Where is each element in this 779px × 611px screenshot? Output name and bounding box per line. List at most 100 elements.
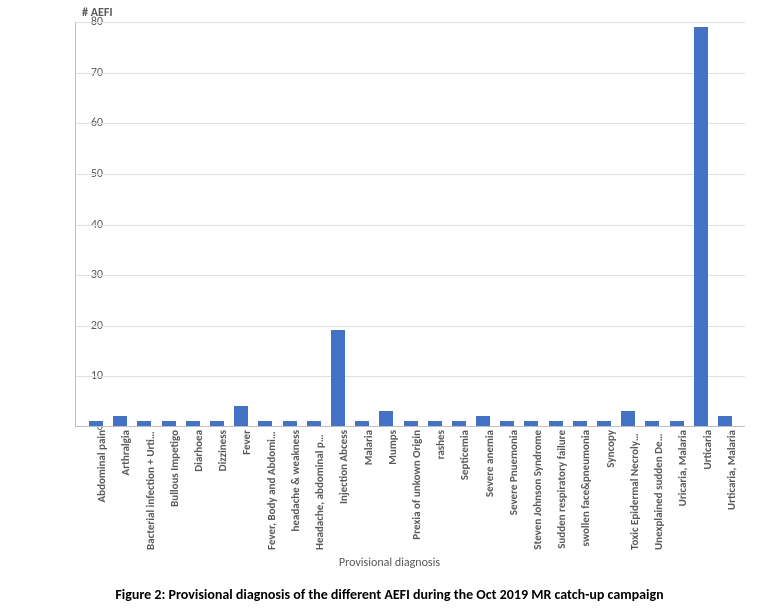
- bar: [694, 27, 708, 426]
- x-label-slot: Dizziness: [204, 430, 228, 550]
- x-tick-label: Urticaria, Malaria: [725, 430, 738, 510]
- x-tick-label: Prexia of unkown Origin: [410, 430, 423, 540]
- bar: [331, 330, 345, 426]
- x-label-slot: Bacterial infection + Urticaria: [131, 430, 155, 550]
- x-tick-label: Severe Pnuemonia: [507, 430, 520, 515]
- x-tick-label: Urticaria: [701, 430, 714, 470]
- bars-group: [76, 22, 745, 426]
- x-tick-label: Injection Abcess: [337, 430, 350, 504]
- bar-slot: [519, 22, 543, 426]
- x-tick-label: Dizziness: [216, 430, 229, 471]
- bar-slot: [253, 22, 277, 426]
- bar: [621, 411, 635, 426]
- x-tick-label: Steven Johnson Syndrome: [531, 430, 544, 550]
- bar-slot: [326, 22, 350, 426]
- bar-slot: [471, 22, 495, 426]
- x-label-slot: Arthralgia: [107, 430, 131, 550]
- x-label-slot: Injection Abcess: [325, 430, 349, 550]
- bar-slot: [640, 22, 664, 426]
- x-axis-title: Provisional diagnosis: [0, 556, 779, 570]
- x-label-slot: Urticaria, Malaria: [713, 430, 737, 550]
- bar: [186, 421, 200, 426]
- x-label-slot: Bullous Impetigo: [156, 430, 180, 550]
- x-tick-label: swollen face&pneumonia: [579, 430, 592, 546]
- x-tick-label: Fever, Body and Abdominal...: [265, 430, 278, 550]
- x-label-slot: Syncopy: [592, 430, 616, 550]
- x-tick-label: Bacterial infection + Urticaria: [144, 430, 157, 550]
- bar-slot: [592, 22, 616, 426]
- bar-slot: [689, 22, 713, 426]
- x-label-slot: Steven Johnson Syndrome: [519, 430, 543, 550]
- bar: [162, 421, 176, 426]
- bar: [210, 421, 224, 426]
- bar-slot: [398, 22, 422, 426]
- x-label-slot: rashes: [422, 430, 446, 550]
- bar-slot: [132, 22, 156, 426]
- bar: [137, 421, 151, 426]
- x-tick-label: Abdominal pain: [95, 430, 108, 503]
- bar: [500, 421, 514, 426]
- x-tick-label: Syncopy: [604, 430, 617, 468]
- bar: [670, 421, 684, 426]
- plot-area: [75, 22, 745, 427]
- x-tick-label: Toxic Epidermal Necrolysis: [628, 430, 641, 550]
- bar-slot: [229, 22, 253, 426]
- bar-slot: [665, 22, 689, 426]
- x-label-slot: Mumps: [374, 430, 398, 550]
- x-tick-label: headache & weakness: [289, 430, 302, 532]
- bar: [283, 421, 297, 426]
- bar-slot: [713, 22, 737, 426]
- x-tick-label: Unexplained sudden Death: [652, 430, 665, 550]
- bar: [573, 421, 587, 426]
- x-label-slot: Urticaria: [688, 430, 712, 550]
- bar-slot: [568, 22, 592, 426]
- x-tick-label: Septicemia: [458, 430, 471, 480]
- x-label-slot: Unexplained sudden Death: [640, 430, 664, 550]
- x-tick-label: Severe anemia: [483, 430, 496, 497]
- bar-slot: [495, 22, 519, 426]
- x-tick-label: Fever: [240, 430, 253, 455]
- bar: [549, 421, 563, 426]
- x-tick-label: rashes: [434, 430, 447, 459]
- bar: [234, 406, 248, 426]
- bar: [597, 421, 611, 426]
- x-label-slot: Abdominal pain: [83, 430, 107, 550]
- bar: [89, 421, 103, 426]
- bar: [404, 421, 418, 426]
- x-label-slot: Headache, abdominal pain: [301, 430, 325, 550]
- x-label-slot: Malaria: [349, 430, 373, 550]
- bar-slot: [84, 22, 108, 426]
- x-tick-label: Malaria: [362, 430, 375, 465]
- x-tick-label: Arthralgia: [119, 430, 132, 475]
- bar-slot: [157, 22, 181, 426]
- x-label-slot: Septicemia: [446, 430, 470, 550]
- bar-slot: [616, 22, 640, 426]
- x-label-slot: headache & weakness: [277, 430, 301, 550]
- bar-slot: [108, 22, 132, 426]
- aefi-bar-chart: # AEFI 01020304050607080 Abdominal painA…: [0, 0, 779, 611]
- bar: [645, 421, 659, 426]
- bar-slot: [302, 22, 326, 426]
- x-label-slot: Sudden respiratory failure: [543, 430, 567, 550]
- bar-slot: [374, 22, 398, 426]
- x-tick-label: Uricaria, Malaria: [676, 430, 689, 506]
- bar: [355, 421, 369, 426]
- x-tick-label: Sudden respiratory failure: [555, 430, 568, 549]
- bar: [476, 416, 490, 426]
- x-label-slot: Severe anemia: [471, 430, 495, 550]
- bar: [258, 421, 272, 426]
- x-tick-label: Diarhoea: [192, 430, 205, 472]
- bar-slot: [278, 22, 302, 426]
- bar: [428, 421, 442, 426]
- x-label-slot: Prexia of unkown Origin: [398, 430, 422, 550]
- x-label-slot: Severe Pnuemonia: [495, 430, 519, 550]
- bar: [718, 416, 732, 426]
- bar-slot: [544, 22, 568, 426]
- bar-slot: [205, 22, 229, 426]
- x-label-slot: Fever: [228, 430, 252, 550]
- x-tick-label: Mumps: [386, 430, 399, 465]
- x-label-slot: Toxic Epidermal Necrolysis: [616, 430, 640, 550]
- x-tick-label: Bullous Impetigo: [168, 430, 181, 507]
- bar-slot: [423, 22, 447, 426]
- x-label-slot: Fever, Body and Abdominal...: [253, 430, 277, 550]
